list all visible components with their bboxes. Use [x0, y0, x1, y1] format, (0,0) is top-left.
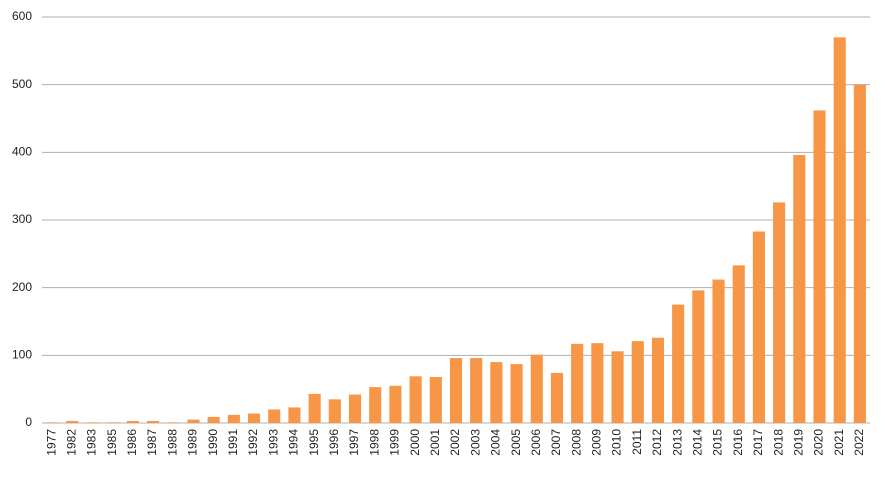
x-tick-label: 1985	[105, 429, 119, 456]
bar	[247, 413, 261, 423]
x-tick-label: 2001	[428, 429, 442, 456]
bar	[46, 422, 59, 423]
bar	[348, 394, 362, 423]
bar	[631, 341, 644, 423]
x-tick-label: 1993	[266, 429, 280, 456]
x-tick-label: 2012	[650, 429, 664, 456]
x-tick-label: 2017	[751, 429, 765, 456]
y-tick-label: 500	[12, 77, 32, 91]
x-tick-label: 2000	[408, 429, 422, 456]
x-tick-label: 1999	[388, 429, 402, 456]
bar	[833, 37, 846, 424]
x-tick-label: 2018	[771, 429, 785, 456]
x-tick-label: 2014	[691, 429, 705, 456]
bar	[147, 420, 160, 423]
x-tick-label: 2003	[468, 429, 482, 456]
bar	[591, 343, 604, 423]
x-tick-label: 2022	[852, 429, 866, 456]
x-tick-label: 1992	[246, 429, 260, 456]
bar	[409, 376, 422, 423]
bar	[611, 351, 624, 423]
bar	[167, 422, 180, 423]
bar	[187, 419, 200, 423]
y-tick-label: 400	[12, 145, 32, 159]
y-tick-label: 100	[12, 348, 32, 362]
x-tick-label: 1987	[145, 429, 159, 456]
bar	[490, 362, 503, 423]
x-tick-label: 1982	[64, 429, 78, 456]
x-tick-label: 1988	[165, 429, 179, 456]
x-tick-label: 1994	[287, 429, 301, 456]
bar	[106, 422, 119, 423]
x-tick-label: 1996	[327, 429, 341, 456]
x-tick-label: 2009	[590, 429, 604, 456]
bar	[672, 304, 685, 423]
y-tick-label: 300	[12, 212, 32, 226]
bar	[328, 399, 341, 423]
bar	[86, 422, 99, 423]
x-tick-label: 1995	[307, 429, 321, 456]
bar	[227, 414, 240, 423]
x-tick-label: 2002	[448, 429, 462, 456]
y-tick-label: 0	[25, 415, 32, 429]
bar	[712, 279, 725, 423]
x-tick-label: 2010	[610, 429, 624, 456]
bar	[692, 290, 705, 423]
bar	[853, 84, 866, 424]
bar	[510, 364, 523, 423]
x-tick-label: 1990	[206, 429, 220, 456]
bar	[369, 387, 382, 423]
y-tick-label: 600	[12, 9, 32, 23]
x-tick-label: 2007	[549, 429, 563, 456]
bar	[66, 420, 79, 423]
x-tick-label: 2006	[529, 429, 543, 456]
x-tick-label: 1983	[85, 429, 99, 456]
x-tick-label: 2016	[731, 429, 745, 456]
bar	[651, 337, 665, 423]
y-tick-label: 200	[12, 280, 32, 294]
x-tick-label: 2013	[670, 429, 684, 456]
x-tick-label: 1989	[186, 429, 200, 456]
bar	[288, 407, 301, 423]
bar	[470, 358, 483, 423]
x-tick-label: 2011	[630, 429, 644, 455]
bar	[207, 416, 220, 423]
x-tick-label: 1986	[125, 429, 139, 456]
bar	[268, 409, 281, 423]
bar	[571, 343, 584, 423]
x-tick-label: 2021	[832, 429, 846, 456]
bar	[530, 354, 543, 423]
x-tick-label: 2004	[489, 429, 503, 456]
x-tick-label: 2005	[509, 429, 523, 456]
bar	[126, 420, 139, 423]
bar	[793, 155, 806, 424]
bar	[429, 376, 442, 423]
x-tick-label: 1977	[44, 429, 58, 456]
bar	[813, 110, 826, 423]
bar	[449, 358, 463, 423]
bar	[550, 372, 564, 423]
x-tick-label: 1997	[347, 429, 361, 456]
x-tick-label: 2020	[812, 429, 826, 456]
x-tick-label: 1991	[226, 429, 240, 456]
bar	[308, 393, 321, 423]
bar	[773, 202, 786, 423]
x-tick-label: 2015	[711, 429, 725, 456]
bar	[389, 385, 402, 423]
bar	[752, 231, 765, 423]
bar	[732, 265, 745, 423]
x-tick-label: 2019	[791, 429, 805, 456]
x-tick-label: 1998	[367, 429, 381, 456]
x-tick-label: 2008	[569, 429, 583, 456]
